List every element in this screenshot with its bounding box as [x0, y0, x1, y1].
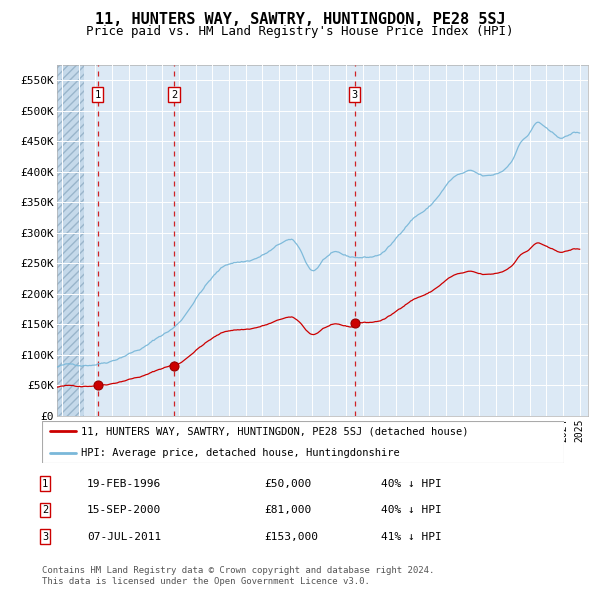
Text: 2: 2 — [42, 505, 48, 515]
Text: Contains HM Land Registry data © Crown copyright and database right 2024.: Contains HM Land Registry data © Crown c… — [42, 566, 434, 575]
Text: HPI: Average price, detached house, Huntingdonshire: HPI: Average price, detached house, Hunt… — [81, 448, 400, 457]
Text: This data is licensed under the Open Government Licence v3.0.: This data is licensed under the Open Gov… — [42, 577, 370, 586]
Text: £153,000: £153,000 — [264, 532, 318, 542]
FancyBboxPatch shape — [42, 421, 564, 463]
Text: 2: 2 — [171, 90, 177, 100]
Text: 07-JUL-2011: 07-JUL-2011 — [87, 532, 161, 542]
Text: 40% ↓ HPI: 40% ↓ HPI — [381, 478, 442, 489]
Text: 1: 1 — [94, 90, 101, 100]
Text: 11, HUNTERS WAY, SAWTRY, HUNTINGDON, PE28 5SJ (detached house): 11, HUNTERS WAY, SAWTRY, HUNTINGDON, PE2… — [81, 427, 469, 436]
Text: 40% ↓ HPI: 40% ↓ HPI — [381, 505, 442, 515]
Text: 41% ↓ HPI: 41% ↓ HPI — [381, 532, 442, 542]
Text: £81,000: £81,000 — [264, 505, 311, 515]
Text: 3: 3 — [352, 90, 358, 100]
Text: Price paid vs. HM Land Registry's House Price Index (HPI): Price paid vs. HM Land Registry's House … — [86, 25, 514, 38]
Text: £50,000: £50,000 — [264, 478, 311, 489]
Text: 19-FEB-1996: 19-FEB-1996 — [87, 478, 161, 489]
Text: 3: 3 — [42, 532, 48, 542]
Polygon shape — [57, 65, 84, 416]
Text: 15-SEP-2000: 15-SEP-2000 — [87, 505, 161, 515]
Text: 11, HUNTERS WAY, SAWTRY, HUNTINGDON, PE28 5SJ: 11, HUNTERS WAY, SAWTRY, HUNTINGDON, PE2… — [95, 12, 505, 27]
Text: 1: 1 — [42, 478, 48, 489]
